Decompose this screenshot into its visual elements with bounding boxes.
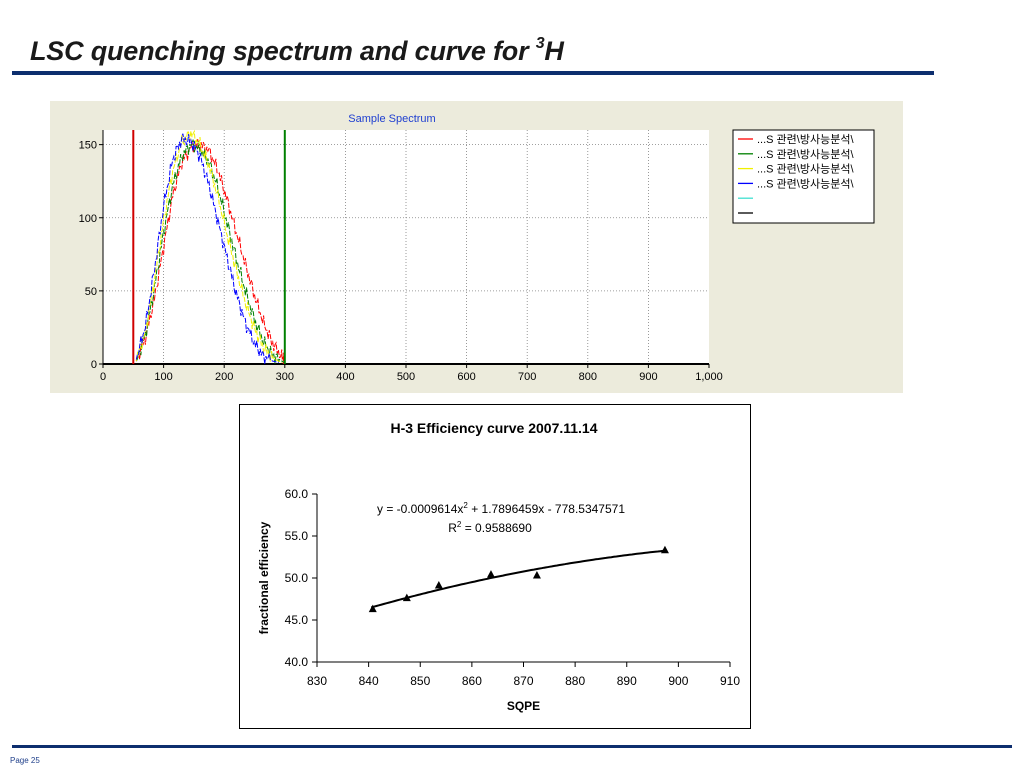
slide-title-superscript: 3 [535,35,545,52]
r-squared-superscript: 2 [457,520,462,529]
x-tick-label: 600 [457,371,475,383]
page-number: Page 25 [10,756,40,765]
trend-equation-part: + 1.7896459x - 778.5347571 [468,502,625,516]
y-tick-label: 50 [85,286,97,298]
x-tick-label: 890 [617,674,637,688]
slide-title-text: LSC quenching spectrum and curve for [30,36,536,66]
efficiency-curve-chart: H-3 Efficiency curve 2007.11.14 40.0 45.0 5… [257,420,740,713]
legend-box [732,129,875,224]
x-tick-label: 880 [565,674,585,688]
x-tick-label: 900 [668,674,688,688]
trend-equation: y = -0.0009614x2 + 1.7896459x - 778.5347… [377,501,625,516]
x-tick-label: 910 [720,674,740,688]
y-tick-label: 45.0 [285,613,309,627]
x-tick-label: 200 [215,371,233,383]
y-tick-label: 55.0 [285,529,309,543]
trend-equation-superscript: 2 [463,501,468,510]
spectrum-series-line [135,129,282,363]
x-tick-label: 860 [462,674,482,688]
y-tick-label: 40.0 [285,655,309,669]
spectrum-series-line [135,139,285,364]
efficiency-curve-panel: H-3 Efficiency curve 2007.11.14 40.0 45.0 5… [239,404,751,729]
x-tick-label: 1,000 [695,371,723,383]
data-point-marker [402,593,411,602]
x-tick-label: 850 [410,674,430,688]
legend-label: ...S 관련\방사능분석\ [757,148,854,161]
data-point-marker [486,570,495,578]
title-underline-rule [12,71,934,75]
x-tick-label: 800 [579,371,597,383]
y-axis-label: fractional efficiency [257,521,271,634]
chart-title: Sample Spectrum [348,113,435,125]
x-tick-label: 400 [336,371,354,383]
x-tick-label: 870 [513,674,533,688]
slide-title: LSC quenching spectrum and curve for 3H [30,35,564,67]
legend-label: ...S 관련\방사능분석\ [757,177,854,190]
r-squared-part: = 0.9588690 [461,521,532,535]
x-tick-label: 100 [154,371,172,383]
data-point-marker [368,604,377,613]
sample-spectrum-chart: Sample Spectrum 0 50 100 150 0 100 200 300 400 500… [79,113,875,383]
data-point-marker [532,570,541,579]
y-tick-label: 50.0 [285,571,309,585]
sample-spectrum-panel: Sample Spectrum 0 50 100 150 0 100 200 300 400 500… [50,101,903,393]
x-tick-label: 900 [639,371,657,383]
x-axis-label: SQPE [507,699,540,713]
y-tick-label: 0 [91,359,97,371]
footer-rule [12,745,1012,748]
trend-equation-part: y = -0.0009614x [377,502,463,516]
r-squared: R2 = 0.9588690 [448,520,532,535]
data-point-marker [434,581,443,589]
chart-title: H-3 Efficiency curve 2007.11.14 [390,420,597,436]
y-tick-label: 60.0 [285,487,309,501]
x-tick-label: 0 [100,371,106,383]
trendline [370,549,666,609]
r-squared-part: R [448,521,457,535]
legend-label: ...S 관련\방사능분석\ [757,163,854,176]
x-tick-label: 500 [397,371,415,383]
x-tick-label: 300 [276,371,294,383]
legend-label: ...S 관련\방사능분석\ [757,133,854,146]
slide-title-suffix: H [544,36,564,66]
y-tick-label: 150 [79,140,97,152]
x-tick-label: 700 [518,371,536,383]
spectrum-series-line [135,133,279,365]
y-tick-label: 100 [79,213,97,225]
spectrum-series-line [135,139,286,365]
x-tick-label: 830 [307,674,327,688]
data-point-marker [660,545,669,554]
x-tick-label: 840 [359,674,379,688]
